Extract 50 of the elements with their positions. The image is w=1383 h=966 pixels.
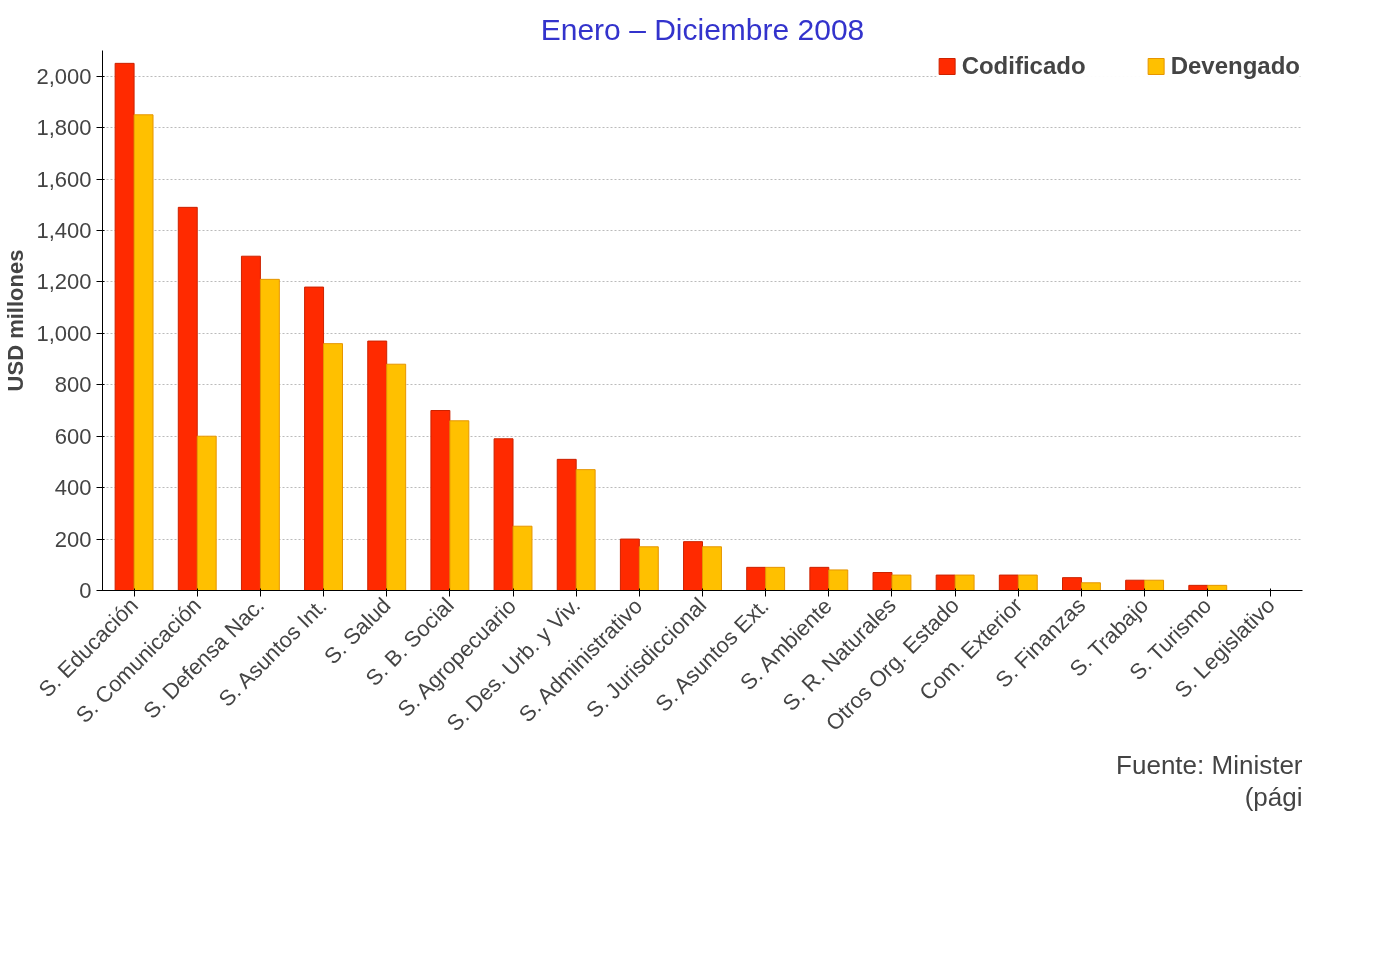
bar bbox=[304, 286, 325, 591]
bar bbox=[619, 538, 640, 591]
y-tick-label: 400 bbox=[54, 475, 92, 501]
bar bbox=[430, 410, 451, 591]
bar bbox=[935, 574, 956, 591]
bar bbox=[512, 525, 533, 591]
legend-label: Codificado bbox=[961, 52, 1086, 80]
bar bbox=[1062, 577, 1082, 591]
bar bbox=[765, 566, 786, 591]
legend-label: Devengado bbox=[1170, 52, 1300, 80]
y-axis-title: USD millones bbox=[3, 249, 29, 392]
bar bbox=[114, 62, 135, 591]
y-tick-label: 2,000 bbox=[36, 63, 92, 89]
y-tick-label: 600 bbox=[54, 423, 92, 449]
bar bbox=[323, 343, 343, 591]
bar bbox=[702, 546, 722, 591]
bar bbox=[196, 435, 217, 591]
bar bbox=[809, 566, 830, 591]
bar bbox=[872, 572, 893, 591]
bar bbox=[891, 574, 912, 591]
bar bbox=[683, 541, 703, 591]
y-tick-label: 1,600 bbox=[36, 166, 92, 192]
y-tick-label: 200 bbox=[54, 526, 92, 552]
y-tick-label: 1,400 bbox=[36, 218, 92, 243]
bar bbox=[259, 278, 280, 591]
bar bbox=[177, 206, 198, 591]
bar bbox=[386, 363, 407, 591]
bar bbox=[556, 458, 577, 591]
bar bbox=[1144, 579, 1165, 591]
bar bbox=[1080, 582, 1101, 591]
bar bbox=[998, 574, 1019, 591]
source-note: Fuente: Minister bbox=[1116, 749, 1303, 780]
chart-title: Enero – Diciembre 2008 bbox=[540, 12, 865, 46]
bar bbox=[133, 114, 154, 591]
bar bbox=[954, 574, 975, 591]
y-tick-label: 1,000 bbox=[36, 320, 92, 346]
y-tick-label: 0 bbox=[79, 578, 92, 603]
text: (pági bbox=[1244, 781, 1303, 812]
bar bbox=[449, 420, 470, 591]
bar bbox=[638, 546, 659, 591]
bar bbox=[240, 255, 261, 591]
y-tick-label: 1,200 bbox=[36, 269, 92, 295]
bar bbox=[1017, 574, 1038, 591]
bar bbox=[746, 566, 767, 591]
bar bbox=[828, 569, 849, 591]
bar bbox=[367, 340, 388, 591]
bar bbox=[575, 469, 596, 591]
y-tick-label: 1,800 bbox=[36, 115, 92, 141]
y-tick-label: 800 bbox=[54, 372, 92, 398]
bar bbox=[493, 438, 514, 591]
